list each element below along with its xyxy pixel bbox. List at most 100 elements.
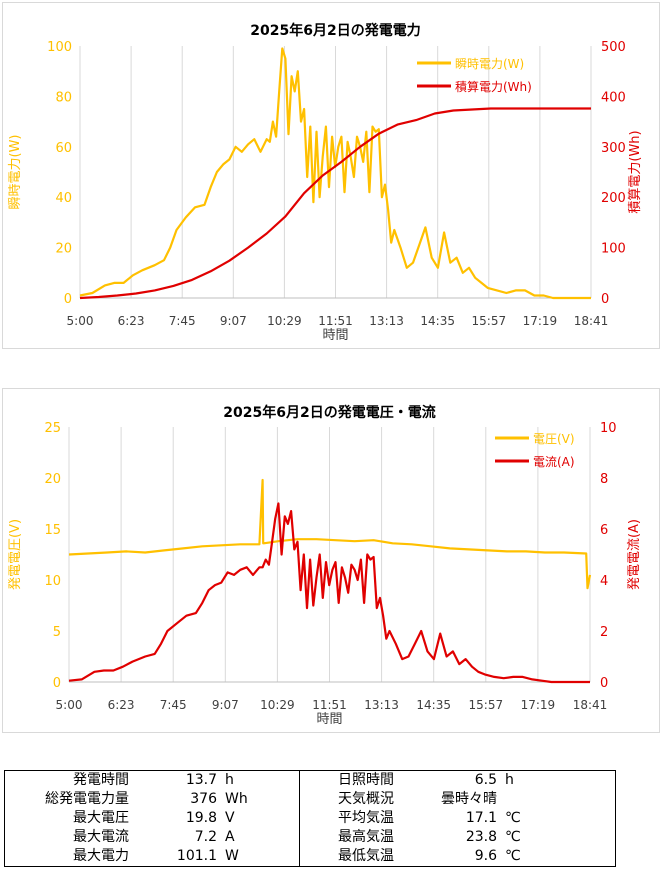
summary-unit: Wh (225, 791, 248, 807)
x-tick-label: 10:29 (267, 314, 302, 328)
summary-unit: ℃ (505, 829, 521, 845)
x-tick-label: 18:41 (573, 698, 608, 712)
x-tick-label: 7:45 (160, 698, 187, 712)
legend-label: 瞬時電力(W) (455, 57, 524, 71)
summary-row: 総発電電力量 376 Wh 天気概況 曇時々晴 (5, 790, 616, 809)
summary-label: 総発電電力量 (45, 791, 129, 807)
y-left-tick-label: 5 (53, 625, 61, 640)
summary-value: 曇時々晴 (441, 791, 497, 807)
x-tick-label: 13:13 (364, 698, 399, 712)
y-right-tick-label: 6 (600, 523, 608, 538)
summary-value: 23.8 (465, 829, 497, 845)
x-tick-label: 9:07 (220, 314, 247, 328)
y-right-tick-label: 400 (601, 90, 626, 105)
voltage-current-chart-svg: 2025年6月2日の発電電圧・電流 5:00 6:23 7:45 9:07 10:29 11… (8, 404, 642, 727)
summary-label: 最低気温 (338, 848, 394, 864)
y-right-tick-label: 10 (600, 421, 617, 436)
summary-label: 発電時間 (73, 772, 129, 788)
y-left-tick-label: 10 (44, 574, 61, 589)
legend-label: 電流(A) (533, 455, 575, 469)
voltage-current-chart: 2025年6月2日の発電電圧・電流 5:00 6:23 7:45 9:07 10:29 11… (2, 388, 660, 733)
y-right-tick-label: 4 (600, 574, 608, 589)
y-right-tick-label: 500 (601, 40, 626, 55)
y-left-axis-label: 瞬時電力(W) (8, 135, 23, 210)
x-tick-label: 14:35 (420, 314, 455, 328)
y-right-axis-label: 積算電力(Wh) (628, 130, 643, 213)
y-left-tick-label: 20 (44, 472, 61, 487)
series-line-2 (79, 107, 591, 300)
y-right-tick-label: 8 (600, 472, 608, 487)
y-right-axis-label: 発電電流(A) (627, 519, 642, 590)
summary-unit (501, 790, 616, 809)
summary-row: 最大電力 101.1 W 最低気温 9.6 ℃ (5, 847, 616, 867)
series-line-2 (68, 502, 590, 684)
summary-label: 最大電圧 (73, 810, 129, 826)
summary-label: 日照時間 (338, 772, 394, 788)
x-tick-label: 7:45 (169, 314, 196, 328)
summary-value: 101.1 (176, 848, 217, 864)
summary-row: 最大電圧 19.8 V 平均気温 17.1 ℃ (5, 809, 616, 828)
x-tick-label: 11:51 (312, 698, 347, 712)
y-right-tick-label: 200 (601, 191, 626, 206)
summary-table: 発電時間 13.7 h 日照時間 6.5 h 総発電電力量 376 Wh 天気概況 曇時々晴 最大電圧… (4, 770, 616, 867)
x-axis-label: 時間 (316, 712, 342, 727)
legend-label: 電圧(V) (533, 432, 575, 446)
summary-value: 9.6 (474, 848, 497, 864)
summary-label: 最高気温 (338, 829, 394, 845)
x-tick-label: 14:35 (416, 698, 451, 712)
y-left-tick-label: 80 (55, 90, 72, 105)
y-left-tick-label: 25 (44, 421, 61, 436)
x-tick-label: 11:51 (318, 314, 353, 328)
summary-value: 13.7 (185, 772, 217, 788)
summary-row: 発電時間 13.7 h 日照時間 6.5 h (5, 770, 616, 790)
x-tick-label: 5:00 (56, 698, 83, 712)
summary-divider (299, 790, 300, 809)
y-right-tick-label: 100 (601, 242, 626, 257)
summary-unit: ℃ (505, 810, 521, 826)
y-right-tick-label: 2 (600, 625, 608, 640)
summary-unit: h (225, 772, 234, 788)
x-tick-label: 17:19 (523, 314, 558, 328)
summary-unit: ℃ (505, 848, 521, 864)
y-right-tick-label: 300 (601, 141, 626, 156)
summary-value: 17.1 (465, 810, 497, 826)
x-tick-label: 6:23 (118, 314, 145, 328)
y-right-tick-label: 0 (601, 292, 609, 307)
y-left-tick-label: 15 (44, 523, 61, 538)
summary-label: 最大電力 (73, 848, 129, 864)
x-tick-label: 15:57 (469, 698, 504, 712)
y-left-tick-label: 0 (64, 292, 72, 307)
x-tick-label: 15:57 (472, 314, 507, 328)
y-left-axis-label: 発電電圧(V) (8, 519, 23, 590)
summary-label: 天気概況 (338, 791, 394, 807)
summary-divider (299, 847, 300, 867)
summary-unit: V (225, 810, 235, 826)
y-left-tick-label: 0 (53, 676, 61, 691)
power-chart-svg: 2025年6月2日の発電電力 5:00 6:23 7:45 9:07 10:29 11:51… (8, 22, 643, 343)
x-axis-label: 時間 (322, 328, 348, 343)
y-left-tick-label: 100 (47, 40, 72, 55)
summary-value: 376 (190, 791, 217, 807)
summary-divider (299, 809, 300, 828)
y-right-tick-label: 0 (600, 676, 608, 691)
x-tick-label: 13:13 (369, 314, 404, 328)
y-left-tick-label: 40 (55, 191, 72, 206)
y-left-tick-label: 60 (55, 141, 72, 156)
x-tick-label: 9:07 (212, 698, 239, 712)
summary-divider (299, 770, 300, 790)
summary-unit: A (225, 829, 235, 845)
x-tick-label: 5:00 (67, 314, 94, 328)
x-tick-label: 17:19 (521, 698, 556, 712)
summary-row: 最大電流 7.2 A 最高気温 23.8 ℃ (5, 828, 616, 847)
summary-value: 6.5 (474, 772, 497, 788)
summary-value: 19.8 (185, 810, 217, 826)
x-tick-label: 6:23 (108, 698, 135, 712)
y-left-tick-label: 20 (55, 242, 72, 257)
summary-label: 平均気温 (338, 810, 394, 826)
summary-unit: W (225, 848, 239, 864)
legend-label: 積算電力(Wh) (455, 79, 532, 94)
series-line-1 (68, 478, 592, 590)
chart-title: 2025年6月2日の発電電圧・電流 (223, 404, 435, 421)
x-tick-label: 18:41 (574, 314, 609, 328)
summary-divider (299, 828, 300, 847)
